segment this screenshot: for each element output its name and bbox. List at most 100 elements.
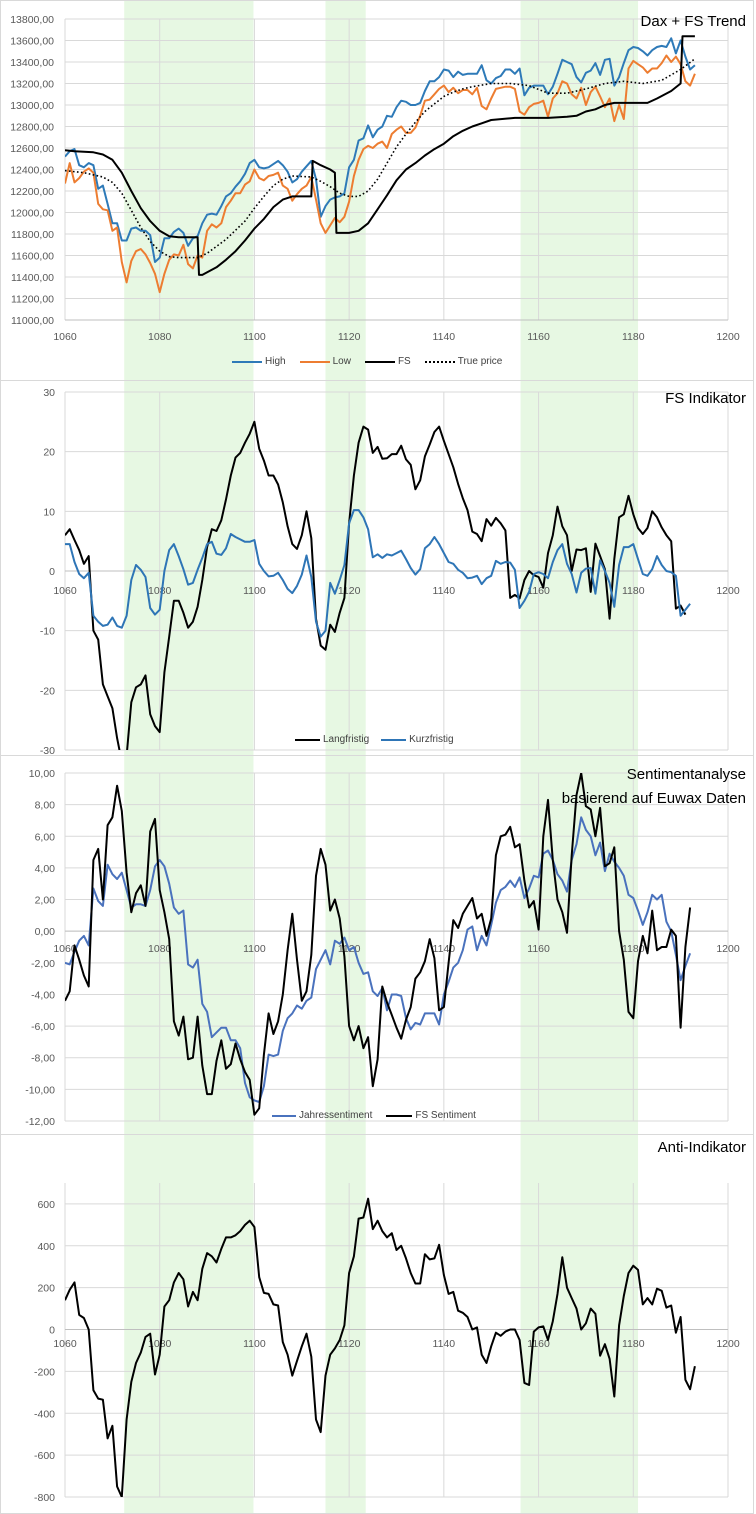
series-line-fs [65, 35, 695, 276]
y-tick-label: -30 [40, 745, 55, 757]
y-tick-label: 11600,00 [11, 251, 54, 263]
y-tick-label: -800 [34, 1492, 55, 1504]
y-tick-label: 20 [43, 447, 55, 459]
series-line-langfristig [65, 420, 687, 750]
legend-item-low: Low [299, 356, 351, 367]
y-tick-label: 0 [49, 1325, 55, 1337]
x-tick-label: 1060 [53, 1338, 77, 1350]
y-tick-label: 4,00 [35, 863, 56, 875]
x-tick-label: 1160 [527, 585, 550, 597]
legend-label: High [265, 356, 286, 367]
series-line-kurzfristig [65, 509, 691, 638]
legend-item-fs: FS [364, 356, 411, 367]
legend-item-langfristig: Langfristig [295, 734, 369, 745]
x-tick-label: 1060 [53, 331, 77, 343]
legend-swatch [272, 1114, 296, 1117]
legend-swatch [386, 1114, 413, 1117]
y-tick-label: 8,00 [35, 800, 56, 812]
chart-subtitle-sentiment: basierend auf Euwax Daten [561, 790, 746, 807]
chart-title-sentiment: Sentimentanalyse [626, 766, 746, 783]
y-tick-label: 11400,00 [11, 272, 54, 284]
x-tick-label: 1140 [433, 585, 456, 597]
x-tick-label: 1200 [716, 585, 740, 597]
x-tick-label: 1120 [338, 331, 361, 343]
highlight-band [325, 0, 366, 1514]
x-tick-label: 1080 [148, 943, 172, 955]
y-tick-label: 0 [49, 566, 55, 578]
x-tick-label: 1140 [433, 331, 456, 343]
highlight-band [124, 0, 254, 1514]
y-tick-label: 12800,00 [10, 122, 54, 134]
legend-item-high: High [232, 356, 286, 367]
x-tick-label: 1080 [148, 585, 172, 597]
legend-swatch [424, 360, 455, 363]
x-tick-label: 1160 [527, 331, 550, 343]
series-line-anti-indikator [65, 1197, 696, 1497]
x-tick-label: 1160 [527, 1338, 550, 1350]
y-tick-label: 12200,00 [10, 186, 54, 198]
series-line-fs-sentiment [65, 773, 692, 1116]
y-tick-label: -10 [40, 626, 55, 638]
legend-dax: High Low FS True price [232, 356, 502, 367]
legend-sentiment: Jahressentiment FS Sentiment [272, 1110, 476, 1121]
legend-label: Low [332, 356, 351, 367]
x-tick-label: 1140 [433, 943, 456, 955]
legend-swatch [381, 738, 407, 741]
legend-label: Kurzfristig [409, 734, 454, 745]
chart-title-anti-indikator: Anti-Indikator [657, 1139, 746, 1156]
series-line-true-price [65, 58, 696, 259]
y-tick-label: 0,00 [35, 926, 56, 938]
y-tick-label: 12000,00 [10, 208, 54, 220]
legend-label: FS [397, 356, 411, 367]
legend-item-true-price: True price [424, 356, 503, 367]
y-tick-label: -8,00 [31, 1053, 55, 1065]
x-tick-label: 1120 [338, 1338, 361, 1350]
chart-0: 13800,00 13600,00 13400,00 13200,00 13000,00… [10, 14, 740, 343]
x-tick-label: 1080 [148, 331, 172, 343]
x-tick-label: 1160 [527, 943, 550, 955]
x-tick-label: 1060 [53, 585, 77, 597]
y-tick-label: 13800,00 [10, 14, 54, 26]
legend-label: Langfristig [323, 734, 370, 745]
legend-label: True price [457, 356, 503, 367]
legend-item-fs-sentiment: FS Sentiment [386, 1110, 476, 1121]
x-tick-label: 1200 [716, 943, 740, 955]
y-tick-label: 13600,00 [10, 36, 54, 48]
x-tick-label: 1180 [622, 585, 645, 597]
y-tick-label: -2,00 [31, 958, 55, 970]
x-tick-label: 1140 [433, 1338, 456, 1350]
y-tick-label: 13200,00 [10, 79, 54, 91]
chart-title-dax: Dax + FS Trend [640, 13, 746, 30]
chart-title-fs-indikator: FS Indikator [665, 390, 746, 407]
legend-label: Jahressentiment [299, 1110, 373, 1121]
y-tick-label: -20 [40, 685, 55, 697]
y-tick-label: -4,00 [31, 989, 55, 1001]
y-tick-label: -600 [34, 1450, 55, 1462]
chart-1: 30 20 10 0 -10 -20 -30 1060 1080 1100 1120 1140 1160… [40, 387, 740, 757]
y-tick-label: 2,00 [35, 895, 56, 907]
y-tick-label: 13400,00 [10, 57, 54, 69]
chart-2: 10,00 8,00 6,00 4,00 2,00 0,00 -2,00 -4,00 -6,00… [25, 768, 740, 1128]
x-tick-label: 1200 [716, 1338, 740, 1350]
x-tick-label: 1120 [338, 585, 361, 597]
y-tick-label: 600 [37, 1199, 55, 1211]
legend-swatch [364, 360, 395, 363]
legend-swatch [295, 738, 320, 741]
y-tick-label: -400 [34, 1408, 55, 1420]
x-tick-label: 1100 [243, 585, 266, 597]
y-tick-label: 200 [37, 1283, 55, 1295]
x-tick-label: 1060 [53, 943, 77, 955]
y-tick-label: -200 [34, 1366, 55, 1378]
y-tick-label: 12400,00 [10, 165, 54, 177]
x-tick-label: 1100 [243, 1338, 266, 1350]
y-tick-label: 11000,00 [11, 315, 54, 327]
x-tick-label: 1180 [622, 1338, 645, 1350]
y-tick-label: -12,00 [25, 1116, 55, 1128]
legend-item-jahressentiment: Jahressentiment [272, 1110, 372, 1121]
y-tick-label: 400 [37, 1241, 55, 1253]
series-line-jahressentiment [65, 816, 692, 1103]
legend-swatch [299, 360, 330, 363]
highlight-band [520, 0, 639, 1514]
